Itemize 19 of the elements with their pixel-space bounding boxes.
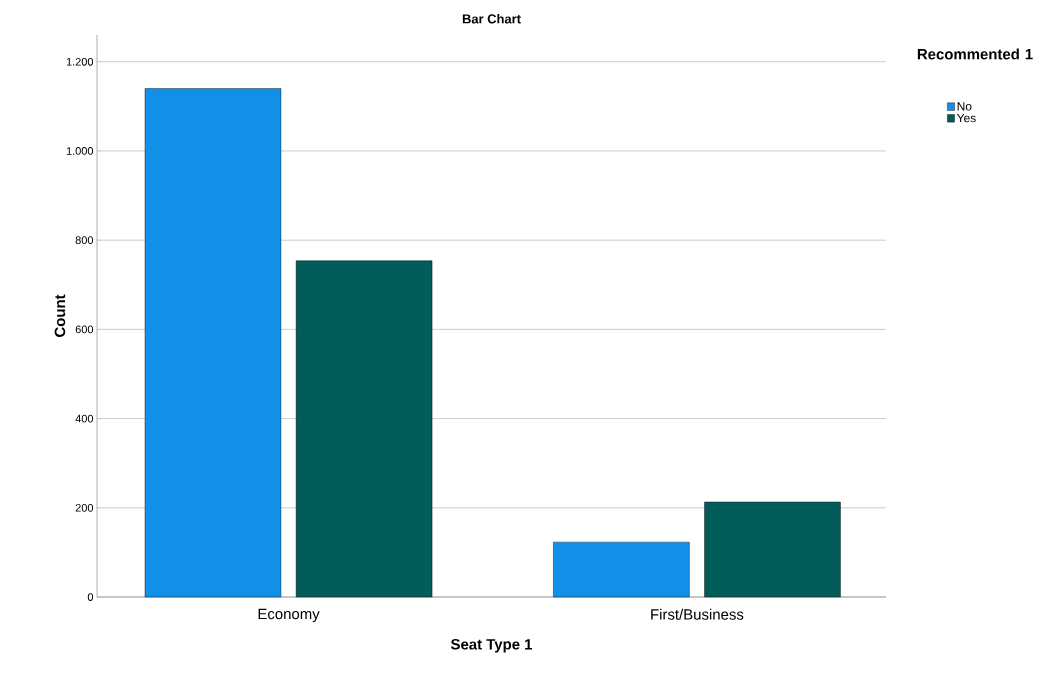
y-tick-label: 200 (75, 503, 94, 512)
legend-title: Recommented 1 (917, 48, 1033, 60)
x-tick-label: Economy (258, 608, 320, 623)
y-axis-title: Count (54, 294, 66, 337)
y-tick-label: 1.200 (66, 57, 94, 66)
legend-label: Yes (956, 113, 976, 123)
bar (295, 260, 433, 598)
y-tick-label: 800 (75, 236, 94, 245)
x-axis-title: Seat Type 1 (450, 638, 533, 653)
y-tick-label: 0 (87, 593, 94, 601)
bar (553, 541, 690, 598)
bar (704, 501, 841, 598)
bar (144, 88, 282, 598)
x-tick-label: First/Business (651, 608, 744, 620)
y-tick-label: 400 (75, 414, 94, 423)
y-tick-label: 600 (75, 325, 94, 334)
chart-title: Bar Chart (462, 13, 521, 24)
y-tick-label: 1.000 (66, 147, 94, 155)
legend-label: No (957, 102, 972, 111)
